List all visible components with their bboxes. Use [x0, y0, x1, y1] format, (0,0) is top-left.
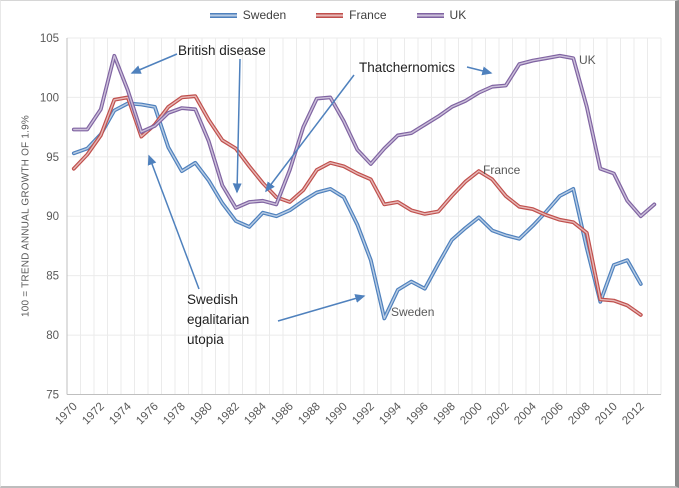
gridlines — [66, 37, 662, 395]
svg-text:1990: 1990 — [323, 401, 350, 428]
svg-text:2006: 2006 — [539, 401, 566, 428]
series-label-france: France — [483, 163, 521, 177]
series-label-uk: UK — [579, 53, 596, 67]
series-line-sweden — [71, 101, 643, 321]
series-line-france — [71, 94, 643, 317]
svg-text:1978: 1978 — [161, 401, 188, 428]
svg-text:100: 100 — [40, 92, 59, 104]
svg-text:1996: 1996 — [404, 401, 431, 428]
legend-line-swatch — [209, 12, 237, 18]
annotation-swedish-egalitarian-utopia: Swedish egalitarian utopia — [187, 292, 250, 347]
svg-text:1998: 1998 — [431, 401, 458, 428]
legend-line-swatch — [316, 12, 344, 18]
legend: Sweden France UK — [1, 8, 675, 22]
svg-text:2012: 2012 — [620, 401, 647, 428]
svg-text:1982: 1982 — [215, 401, 242, 428]
svg-text:2002: 2002 — [485, 401, 512, 428]
legend-item-uk: UK — [416, 8, 467, 22]
x-tick-labels: 1970 1972 1974 1976 1978 1980 1982 1984 1986 1988… — [53, 400, 647, 427]
svg-text:2000: 2000 — [458, 401, 485, 428]
svg-text:90: 90 — [46, 211, 59, 223]
svg-text:80: 80 — [46, 330, 59, 342]
legend-item-france: France — [316, 8, 387, 22]
svg-text:85: 85 — [46, 271, 59, 283]
y-axis-title: 100 = TREND ANNUAL GROWTH OF 1.9% — [20, 115, 32, 318]
svg-text:1976: 1976 — [134, 401, 161, 428]
svg-text:1970: 1970 — [53, 401, 80, 428]
svg-text:1974: 1974 — [107, 400, 134, 427]
svg-text:105: 105 — [40, 33, 59, 45]
svg-text:1980: 1980 — [188, 401, 215, 428]
svg-text:1994: 1994 — [377, 400, 404, 427]
svg-text:1986: 1986 — [269, 401, 296, 428]
series-label-sweden: Sweden — [391, 305, 435, 319]
svg-text:2008: 2008 — [566, 401, 593, 428]
svg-text:95: 95 — [46, 152, 59, 164]
svg-text:75: 75 — [46, 389, 59, 401]
svg-text:1988: 1988 — [296, 401, 323, 428]
legend-label: France — [349, 8, 387, 22]
svg-text:2010: 2010 — [593, 401, 620, 428]
legend-label: UK — [449, 8, 467, 22]
svg-text:1984: 1984 — [242, 400, 269, 427]
series-line-uk — [71, 53, 657, 219]
annotation-british-disease: British disease — [178, 43, 266, 58]
legend-item-sweden: Sweden — [209, 8, 287, 22]
legend-line-swatch — [416, 12, 444, 18]
svg-text:1992: 1992 — [350, 401, 377, 428]
annotation-arrows — [130, 53, 493, 322]
svg-text:2004: 2004 — [512, 400, 539, 427]
legend-label: Sweden — [242, 8, 287, 22]
svg-text:1972: 1972 — [80, 401, 107, 428]
y-tick-labels: 75 80 85 90 95 100 105 — [40, 33, 59, 401]
axes — [66, 38, 661, 395]
annotation-thatchernomics: Thatchernomics — [359, 60, 456, 75]
